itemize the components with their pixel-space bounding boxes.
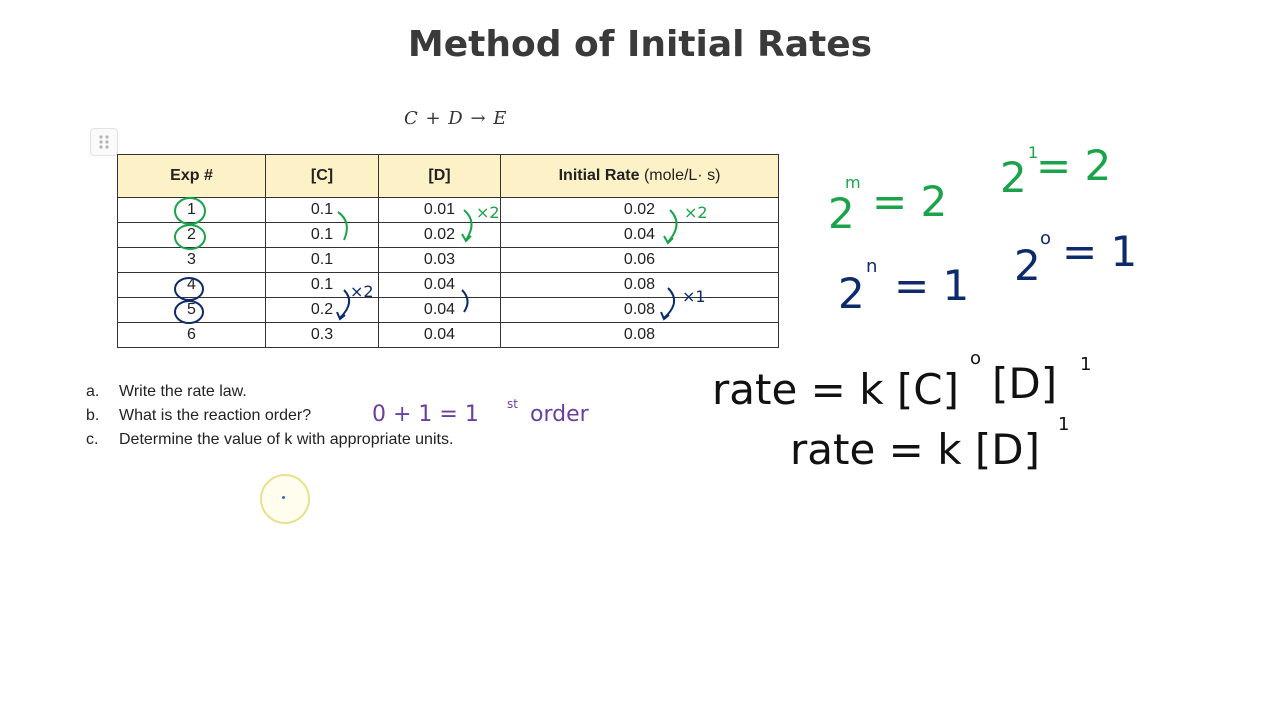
header-d: [D]: [378, 154, 501, 198]
cell-exp: 1: [117, 197, 266, 223]
ink-eq3-exp: n: [866, 256, 877, 277]
cursor-pointer-icon: [282, 496, 285, 499]
question-item: b. What is the reaction order?: [86, 404, 453, 428]
ink-eq1-rhs: = 2: [872, 177, 947, 226]
ink-eq1-exp: m: [845, 173, 861, 192]
cell-exp: 4: [117, 272, 266, 298]
cell-exp: 5: [117, 297, 266, 323]
cell-c: 0.2: [265, 297, 379, 323]
header-rate: Initial Rate (mole/L· s): [500, 154, 779, 198]
header-rate-label: Initial Rate: [558, 167, 640, 184]
cell-rate: 0.08: [500, 322, 779, 348]
initial-rates-table: Exp # [C] [D] Initial Rate (mole/L· s) 1…: [117, 154, 779, 348]
cell-d: 0.04: [378, 322, 501, 348]
question-text: Determine the value of k with appropriat…: [119, 431, 454, 448]
ink-eq4-rhs: = 1: [1062, 227, 1137, 276]
ink-eq2-base: 2: [1000, 153, 1027, 202]
ink-eq3-base: 2: [838, 269, 865, 318]
cell-d: 0.03: [378, 247, 501, 273]
ink-order-word: order: [530, 402, 590, 427]
cell-rate: 0.04: [500, 222, 779, 248]
question-list: a. Write the rate law. b. What is the re…: [86, 380, 453, 452]
ink-law2-exp: 1: [1058, 414, 1069, 435]
question-text: Write the rate law.: [119, 383, 247, 400]
cell-exp: 3: [117, 247, 266, 273]
table-header-row: Exp # [C] [D] Initial Rate (mole/L· s): [117, 154, 779, 198]
cell-c: 0.1: [265, 197, 379, 223]
question-text: What is the reaction order?: [119, 407, 312, 424]
question-letter: a.: [86, 383, 100, 400]
reaction-equation: C + D → E: [404, 108, 508, 129]
ink-law1: rate = k [C]: [712, 365, 959, 414]
table-row: 2 0.1 0.02 0.04: [117, 222, 779, 248]
table-row: 4 0.1 0.04 0.08: [117, 272, 779, 298]
cell-d: 0.04: [378, 272, 501, 298]
ink-eq2-exp: 1: [1028, 143, 1038, 162]
ink-eq1-base: 2: [828, 189, 855, 238]
cell-d: 0.02: [378, 222, 501, 248]
table-row: 6 0.3 0.04 0.08: [117, 322, 779, 348]
ink-eq3-rhs: = 1: [894, 261, 969, 310]
header-exp: Exp #: [117, 154, 266, 198]
table-row: 3 0.1 0.03 0.06: [117, 247, 779, 273]
cell-exp: 6: [117, 322, 266, 348]
ink-eq4-base: 2: [1014, 241, 1041, 290]
cell-exp: 2: [117, 222, 266, 248]
ink-eq2-rhs: = 2: [1036, 141, 1111, 190]
page-title: Method of Initial Rates: [407, 24, 873, 65]
ink-law1-mid: [D]: [992, 359, 1057, 408]
table-row: 5 0.2 0.04 0.08: [117, 297, 779, 323]
cell-c: 0.1: [265, 222, 379, 248]
question-item: c. Determine the value of k with appropr…: [86, 428, 453, 452]
cell-d: 0.04: [378, 297, 501, 323]
cell-rate: 0.08: [500, 272, 779, 298]
cell-c: 0.1: [265, 272, 379, 298]
cell-rate: 0.08: [500, 297, 779, 323]
ink-law2: rate = k [D]: [790, 425, 1040, 474]
question-letter: c.: [86, 431, 99, 448]
header-rate-unit: (mole/L· s): [643, 167, 721, 184]
ink-eq4-exp: o: [1040, 228, 1051, 249]
ink-order-sup: st: [507, 397, 518, 411]
cell-d: 0.01: [378, 197, 501, 223]
table-row: 1 0.1 0.01 0.02: [117, 197, 779, 223]
ink-law1-exp2: 1: [1080, 354, 1091, 375]
cell-c: 0.1: [265, 247, 379, 273]
header-c: [C]: [265, 154, 379, 198]
cell-rate: 0.06: [500, 247, 779, 273]
question-item: a. Write the rate law.: [86, 380, 453, 404]
question-letter: b.: [86, 407, 100, 424]
drag-handle-icon[interactable]: [90, 128, 118, 156]
cell-rate: 0.02: [500, 197, 779, 223]
ink-law1-exp1: o: [970, 348, 981, 369]
cell-c: 0.3: [265, 322, 379, 348]
cursor-highlight: [260, 474, 310, 524]
